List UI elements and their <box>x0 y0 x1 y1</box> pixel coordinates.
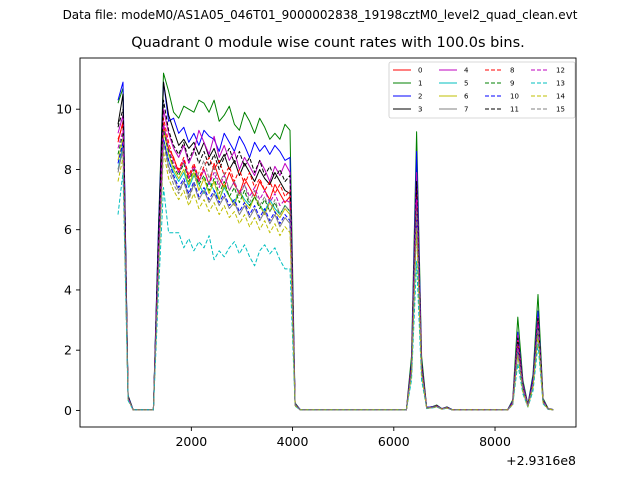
x-tick-label: 8000 <box>479 434 511 449</box>
legend-label-14: 14 <box>556 93 565 101</box>
x-offset-label: +2.9316e8 <box>506 453 576 468</box>
series-line-2 <box>117 81 554 410</box>
legend-label-3: 3 <box>418 106 422 114</box>
y-tick-label: 2 <box>64 343 72 358</box>
series-line-9 <box>117 129 554 411</box>
series-line-12 <box>117 123 554 411</box>
series-line-4 <box>117 108 554 411</box>
series-line-3 <box>117 81 554 411</box>
legend-label-0: 0 <box>418 67 422 75</box>
y-tick-label: 0 <box>64 403 72 418</box>
legend-label-1: 1 <box>418 80 422 88</box>
series-line-8 <box>117 117 554 411</box>
y-tick-label: 6 <box>64 222 72 237</box>
series-line-1 <box>117 72 554 410</box>
series-line-6 <box>117 129 554 411</box>
y-tick-label: 4 <box>64 282 72 297</box>
legend-box <box>388 61 576 119</box>
legend-label-12: 12 <box>556 67 565 75</box>
legend-label-9: 9 <box>510 80 514 88</box>
legend-label-7: 7 <box>464 106 468 114</box>
legend-label-15: 15 <box>556 106 565 114</box>
series-line-7 <box>117 138 554 411</box>
series-line-14 <box>117 150 554 411</box>
series-line-10 <box>117 138 554 411</box>
x-tick-label: 2000 <box>175 434 207 449</box>
series-line-5 <box>117 138 554 411</box>
series-line-0 <box>117 120 554 411</box>
x-tick-label: 4000 <box>277 434 309 449</box>
x-tick-label: 6000 <box>378 434 410 449</box>
y-tick-label: 8 <box>64 162 72 177</box>
series-line-13 <box>117 172 554 411</box>
legend-label-6: 6 <box>464 93 469 101</box>
legend-label-8: 8 <box>510 67 514 75</box>
plot-frame <box>79 57 577 428</box>
legend-label-11: 11 <box>510 106 519 114</box>
figure-suptitle: Data file: modeM0/AS1A05_046T01_90000028… <box>62 8 578 22</box>
legend-label-13: 13 <box>556 80 565 88</box>
legend-label-2: 2 <box>418 93 422 101</box>
legend-label-10: 10 <box>510 93 519 101</box>
chart-title: Quadrant 0 module wise count rates with … <box>131 35 525 51</box>
legend-label-4: 4 <box>464 67 469 75</box>
series-line-15 <box>117 141 554 411</box>
legend-label-5: 5 <box>464 80 468 88</box>
y-tick-label: 10 <box>56 102 72 117</box>
